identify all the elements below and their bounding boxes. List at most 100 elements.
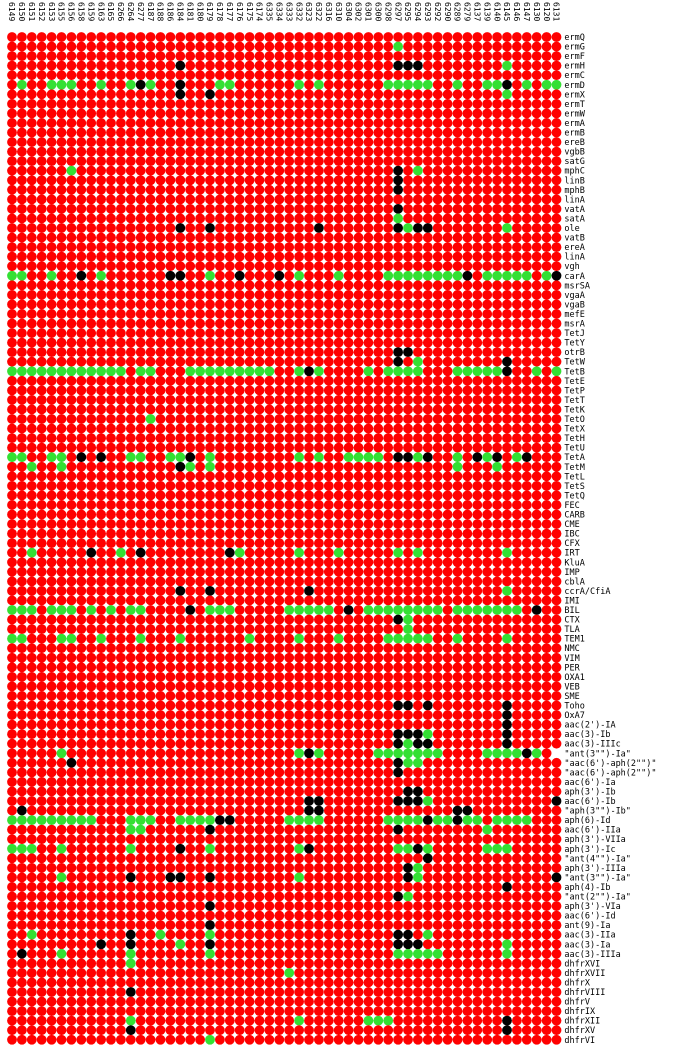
cell <box>472 289 483 300</box>
cell <box>195 700 206 711</box>
cell <box>294 652 304 663</box>
cell <box>294 118 304 128</box>
cell <box>551 137 562 147</box>
cell <box>294 595 304 606</box>
column-label: 6289 <box>453 2 462 21</box>
cell <box>254 299 265 310</box>
cell <box>135 566 146 577</box>
cell <box>432 633 443 644</box>
cell <box>403 691 413 701</box>
cell <box>314 652 324 663</box>
cell <box>304 519 314 529</box>
cell <box>66 213 77 224</box>
cell <box>215 566 225 577</box>
cell <box>452 137 463 147</box>
cell <box>521 442 532 453</box>
cell <box>353 586 364 596</box>
cell <box>373 375 384 386</box>
cell <box>26 175 37 186</box>
cell <box>403 805 413 816</box>
cell <box>145 796 156 806</box>
cell <box>165 700 176 711</box>
cell <box>373 490 384 501</box>
cell <box>264 280 275 291</box>
cell <box>234 165 245 176</box>
cell <box>86 777 97 787</box>
cell <box>165 681 176 692</box>
cell <box>541 118 552 128</box>
cell <box>96 318 106 329</box>
cell <box>422 576 433 587</box>
cell <box>46 213 57 224</box>
cell <box>333 748 344 759</box>
cell <box>36 471 47 482</box>
cell <box>224 729 235 740</box>
cell <box>413 213 423 224</box>
cell <box>521 41 532 52</box>
cell <box>215 643 225 654</box>
cell <box>155 757 166 768</box>
cell <box>106 777 116 787</box>
cell <box>492 108 502 119</box>
cell <box>333 566 344 577</box>
cell <box>432 643 443 654</box>
cell <box>46 328 57 338</box>
cell <box>492 204 502 214</box>
cell <box>76 165 87 176</box>
cell <box>185 595 196 606</box>
cell <box>175 108 186 119</box>
cell <box>56 118 67 128</box>
cell <box>175 32 186 42</box>
cell <box>403 194 413 205</box>
cell <box>125 137 136 147</box>
cell <box>165 719 176 730</box>
cell <box>393 700 403 711</box>
cell <box>452 490 463 501</box>
cell <box>314 356 324 367</box>
cell <box>343 624 354 634</box>
cell <box>165 146 176 157</box>
cell <box>353 681 364 692</box>
cell <box>36 796 47 806</box>
cell <box>363 51 374 61</box>
cell <box>363 32 374 42</box>
cell <box>452 404 463 415</box>
cell <box>373 423 384 434</box>
cell <box>244 194 255 205</box>
cell <box>403 509 413 520</box>
cell <box>116 261 126 272</box>
cell <box>224 633 235 644</box>
cell <box>284 299 295 310</box>
cell <box>363 557 374 568</box>
row-label: ereB <box>564 138 584 148</box>
cell <box>541 595 552 606</box>
cell <box>234 748 245 759</box>
cell <box>76 538 87 549</box>
cell <box>502 251 512 262</box>
cell <box>135 824 146 835</box>
cell <box>195 127 206 138</box>
cell <box>343 79 354 90</box>
cell <box>145 671 156 682</box>
cell <box>76 824 87 835</box>
cell <box>452 681 463 692</box>
cell <box>244 60 255 71</box>
cell <box>96 261 106 272</box>
cell <box>185 586 196 596</box>
cell <box>442 404 453 415</box>
cell <box>472 786 483 797</box>
cell <box>353 232 364 243</box>
cell <box>294 586 304 596</box>
cell <box>145 299 156 310</box>
cell <box>373 681 384 692</box>
cell <box>46 805 57 816</box>
cell <box>353 662 364 673</box>
cell <box>502 834 512 845</box>
cell <box>36 633 47 644</box>
cell <box>393 719 403 730</box>
cell <box>125 414 136 424</box>
cell <box>106 89 116 100</box>
cell <box>353 480 364 491</box>
cell <box>274 538 285 549</box>
cell <box>432 404 443 415</box>
